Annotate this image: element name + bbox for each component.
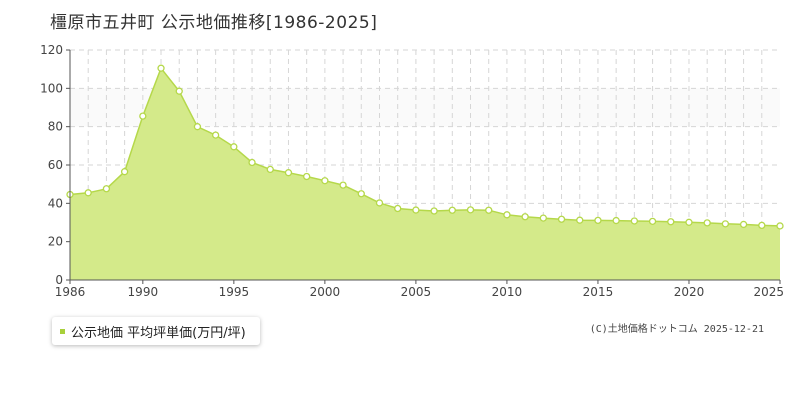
data-point-1993 <box>193 123 202 131</box>
data-point-1999 <box>303 172 311 181</box>
data-point-1996 <box>248 158 256 167</box>
data-point-2007 <box>448 206 456 214</box>
area-fill <box>70 68 780 280</box>
y-tick-label-120: 120 <box>40 43 63 57</box>
data-point-2011 <box>521 213 529 221</box>
legend-swatch <box>60 328 65 334</box>
y-tick-label-60: 60 <box>48 158 63 172</box>
axes <box>66 49 781 284</box>
y-tick-labels: 0 20 40 60 80 100 120 <box>40 43 63 287</box>
data-point-2021 <box>703 219 711 227</box>
data-point-1995 <box>230 143 238 151</box>
y-tick-label-20: 20 <box>48 235 63 249</box>
data-point-2008 <box>466 206 475 214</box>
data-point-2009 <box>485 206 493 214</box>
data-point-1989 <box>120 168 129 176</box>
y-tick-label-40: 40 <box>48 196 63 210</box>
data-point-2020 <box>685 218 693 226</box>
data-point-2019 <box>667 218 675 226</box>
x-tick-label-1995: 1995 <box>219 285 250 299</box>
data-point-2024 <box>758 221 766 230</box>
data-point-1987 <box>84 189 92 197</box>
credit-text: (C)土地価格ドットコム 2025-12-21 <box>589 324 764 335</box>
legend: 公示地価 平均坪単価(万円/坪) <box>52 317 260 345</box>
data-point-markers <box>66 64 784 230</box>
series-line <box>69 66 781 227</box>
data-point-1988 <box>102 185 111 193</box>
legend-label: 公示地価 平均坪単価(万円/坪) <box>71 325 246 341</box>
data-point-1992 <box>175 87 183 95</box>
data-point-1997 <box>266 165 274 174</box>
data-point-2023 <box>739 220 748 229</box>
x-tick-label-1986: 1986 <box>55 285 86 299</box>
x-tick-label-2025: 2025 <box>753 285 784 299</box>
x-tick-label-2005: 2005 <box>401 285 432 299</box>
x-tick-label-2000: 2000 <box>310 285 341 299</box>
data-point-2017 <box>630 217 639 225</box>
data-point-2003 <box>375 199 384 207</box>
data-point-2012 <box>539 214 547 222</box>
chart-title: 橿原市五井町 公示地価推移[1986-2025] <box>50 13 378 33</box>
data-point-2001 <box>339 181 347 189</box>
y-tick-label-100: 100 <box>40 81 63 95</box>
data-point-2016 <box>612 216 620 225</box>
data-point-1998 <box>284 169 293 177</box>
x-tick-label-1990: 1990 <box>128 285 159 299</box>
data-point-2013 <box>557 215 566 223</box>
data-point-2022 <box>721 220 730 228</box>
data-point-2010 <box>503 211 511 219</box>
x-tick-labels: 1986 1990 1995 2000 2005 2010 2015 2020 2025 <box>55 285 784 299</box>
data-point-2018 <box>648 217 657 226</box>
x-tick-label-2010: 2010 <box>492 285 523 299</box>
data-point-2000 <box>321 177 329 185</box>
data-point-2002 <box>357 190 365 198</box>
y-tick-label-80: 80 <box>48 120 63 134</box>
data-point-1994 <box>211 131 220 139</box>
x-tick-label-2015: 2015 <box>583 285 614 299</box>
data-point-2006 <box>430 207 438 215</box>
y-tick-label-0: 0 <box>55 273 63 287</box>
data-point-1990 <box>139 112 147 120</box>
data-point-2015 <box>594 216 602 225</box>
data-point-2025 <box>776 222 784 230</box>
x-tick-label-2020: 2020 <box>674 285 705 299</box>
data-point-2005 <box>412 206 420 214</box>
data-point-2014 <box>576 216 584 224</box>
data-point-1991 <box>157 64 165 72</box>
data-point-2004 <box>394 204 402 213</box>
